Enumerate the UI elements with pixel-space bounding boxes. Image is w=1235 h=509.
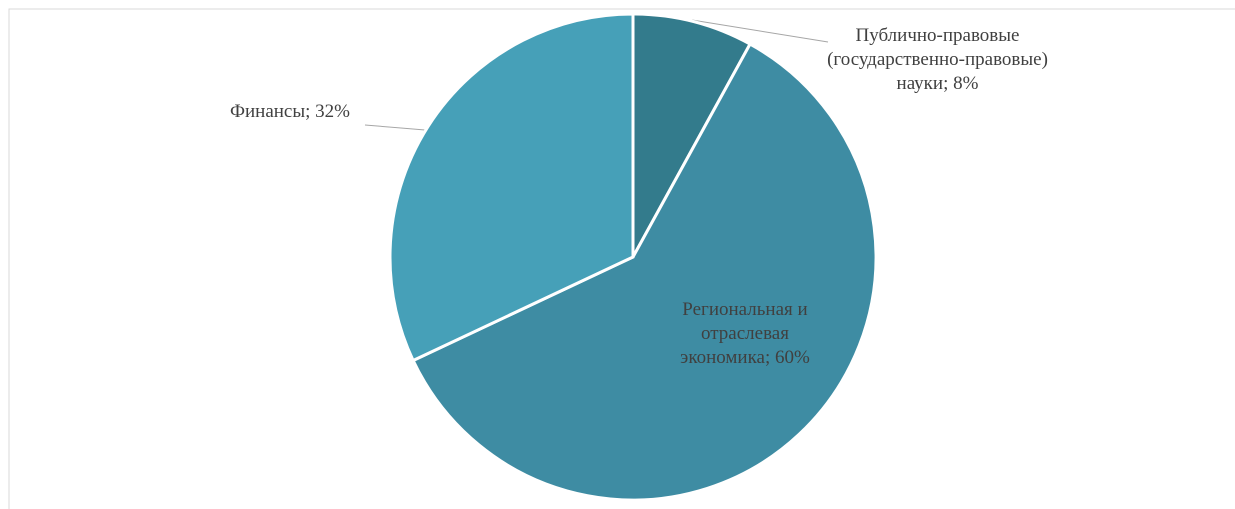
leader-line [691,19,829,43]
frame [8,8,1235,509]
leader-line [364,124,426,131]
data-label: Публично-правовые (государственно-правов… [827,25,1048,94]
data-label: Финансы; 32% [229,101,350,122]
data-label: Региональная и отраслевая экономика; 60% [680,299,810,368]
pie-slice [411,42,878,502]
pie-slice [388,12,635,363]
pie-slice [631,12,753,258]
